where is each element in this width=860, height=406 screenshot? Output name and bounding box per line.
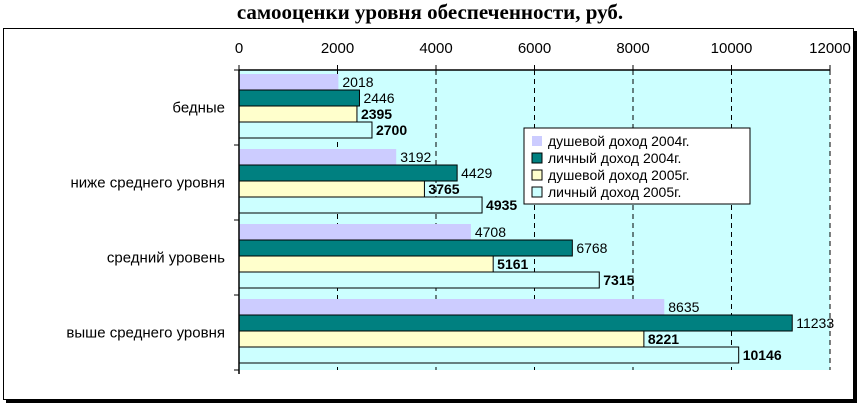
data-label: 2395	[361, 106, 392, 122]
legend-swatch	[531, 186, 543, 198]
data-label: 2446	[363, 90, 394, 106]
bar	[239, 299, 665, 315]
legend-label: личный доход 2004г.	[548, 150, 681, 166]
bar	[238, 314, 793, 332]
bar	[238, 255, 494, 273]
category-label: выше среднего уровня	[66, 325, 225, 342]
category-label: средний уровень	[107, 250, 225, 267]
legend-label: душевой доход 2005г.	[548, 167, 690, 183]
bar	[239, 149, 397, 165]
data-label: 3192	[400, 149, 431, 165]
x-tick-label: 8000	[616, 40, 649, 57]
bar	[238, 180, 425, 198]
data-label: 10146	[743, 347, 782, 363]
x-tick-label: 10000	[711, 40, 753, 57]
legend-box	[523, 127, 751, 205]
bar	[238, 196, 483, 214]
chart-title: самооценки уровня обеспеченности, руб.	[236, 0, 624, 24]
x-tick-label: 4000	[419, 40, 452, 57]
bar	[238, 271, 600, 289]
legend-swatch	[531, 152, 543, 164]
legend-swatch	[531, 169, 543, 181]
bar	[238, 89, 360, 107]
x-tick-label: 0	[235, 40, 243, 57]
category-label: ниже среднего уровня	[71, 175, 225, 192]
data-label: 4708	[475, 224, 506, 240]
bar	[238, 239, 573, 257]
data-label: 11233	[796, 315, 834, 331]
bar	[239, 224, 471, 240]
x-tick-label: 12000	[809, 40, 851, 57]
bar	[238, 105, 358, 123]
legend-swatch	[532, 136, 542, 146]
data-label: 8635	[668, 299, 699, 315]
data-label: 2700	[376, 122, 407, 138]
bar	[238, 121, 373, 139]
bar	[238, 346, 740, 364]
data-label: 4935	[486, 197, 517, 213]
category-label: бедные	[172, 100, 225, 117]
data-label: 3765	[428, 181, 459, 197]
data-label: 2018	[342, 74, 373, 90]
bar	[239, 74, 339, 90]
data-label: 6768	[576, 240, 607, 256]
bar	[238, 164, 458, 182]
data-label: 7315	[603, 272, 634, 288]
data-label: 5161	[497, 256, 528, 272]
data-label: 4429	[461, 165, 492, 181]
legend-label: личный доход 2005г.	[548, 184, 681, 200]
bar	[238, 330, 645, 348]
x-tick-label: 6000	[518, 40, 551, 57]
data-label: 8221	[648, 331, 679, 347]
x-tick-label: 2000	[321, 40, 354, 57]
legend-label: душевой доход 2004г.	[548, 133, 690, 149]
